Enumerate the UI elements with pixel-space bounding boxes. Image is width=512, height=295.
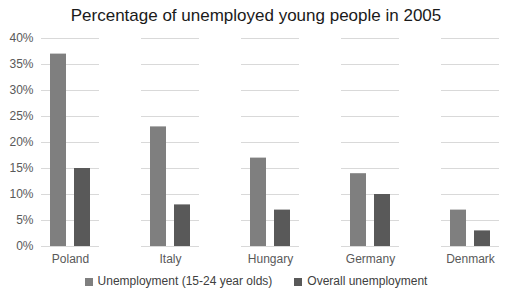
svg-text:Germany: Germany (346, 252, 395, 266)
svg-text:10%: 10% (9, 187, 33, 201)
html-text:Percentage of unemployed young: Percentage of unemployed young people in… (70, 6, 442, 25)
html-text:Overall unemployment: Overall unemployment (307, 274, 428, 288)
html-text:Unemployment (15-24 year olds): Unemployment (15-24 year olds) (97, 274, 273, 288)
svg-text:Denmark: Denmark (446, 252, 496, 266)
svg-text:Poland: Poland (52, 252, 89, 266)
svg-text:30%: 30% (9, 83, 33, 97)
svg-text:Italy: Italy (159, 252, 181, 266)
svg-text:5%: 5% (16, 213, 34, 227)
svg-text:Hungary: Hungary (248, 252, 293, 266)
svg-text:15%: 15% (9, 161, 33, 175)
svg-text:40%: 40% (9, 31, 33, 45)
svg-text:20%: 20% (9, 135, 33, 149)
svg-text:0%: 0% (16, 239, 34, 253)
svg-text:25%: 25% (9, 109, 33, 123)
svg-text:35%: 35% (9, 57, 33, 71)
